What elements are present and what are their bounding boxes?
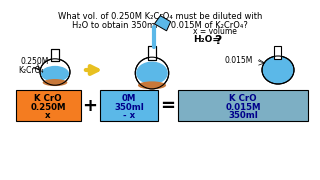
Ellipse shape <box>135 57 169 89</box>
Text: - x: - x <box>123 111 135 120</box>
Text: x = volume: x = volume <box>193 26 237 35</box>
Text: ?: ? <box>214 33 221 46</box>
Text: H₂O to obtain 350ml of 0.015M of K₂CrO₄?: H₂O to obtain 350ml of 0.015M of K₂CrO₄? <box>72 21 248 30</box>
Text: 0.250M: 0.250M <box>30 102 66 111</box>
Ellipse shape <box>262 56 294 84</box>
Text: K CrO: K CrO <box>229 93 257 102</box>
Text: K CrO: K CrO <box>34 93 62 102</box>
Polygon shape <box>155 16 171 31</box>
Text: K₂CrO₄: K₂CrO₄ <box>18 66 44 75</box>
Text: =: = <box>161 97 175 115</box>
Ellipse shape <box>40 59 70 85</box>
Ellipse shape <box>41 66 69 82</box>
Text: What vol. of 0.250M K₂CrO₄ must be diluted with: What vol. of 0.250M K₂CrO₄ must be dilut… <box>58 12 262 21</box>
Text: 0.015M: 0.015M <box>225 55 253 64</box>
Text: 0M: 0M <box>122 93 136 102</box>
Ellipse shape <box>138 81 166 89</box>
Text: 350ml: 350ml <box>228 111 258 120</box>
Text: H₂O=: H₂O= <box>193 35 220 44</box>
FancyBboxPatch shape <box>16 90 81 121</box>
Ellipse shape <box>43 79 67 86</box>
FancyBboxPatch shape <box>275 46 282 59</box>
FancyBboxPatch shape <box>100 90 158 121</box>
FancyBboxPatch shape <box>148 46 156 60</box>
Text: 0.250M: 0.250M <box>20 57 48 66</box>
FancyBboxPatch shape <box>52 49 59 61</box>
Text: 0.015M: 0.015M <box>225 102 261 111</box>
Text: 350ml: 350ml <box>114 102 144 111</box>
Text: +: + <box>83 97 98 115</box>
Ellipse shape <box>136 62 168 84</box>
Text: x: x <box>45 111 51 120</box>
FancyBboxPatch shape <box>178 90 308 121</box>
